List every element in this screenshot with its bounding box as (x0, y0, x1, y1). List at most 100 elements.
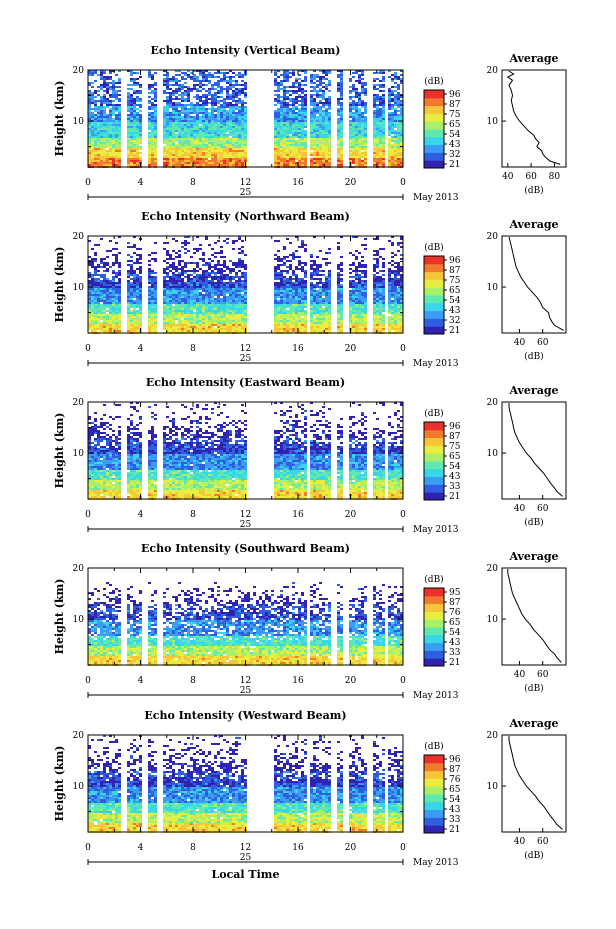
echo-cell (238, 160, 241, 162)
echo-cell (241, 148, 244, 150)
echo-cell (196, 106, 199, 108)
echo-cell (130, 120, 133, 122)
echo-cell (325, 156, 328, 158)
echo-cell (115, 248, 118, 250)
echo-cell (196, 162, 199, 164)
echo-cell (196, 114, 199, 116)
echo-cell (355, 152, 358, 154)
echo-cell (244, 292, 247, 294)
echo-cell (112, 278, 115, 280)
echo-cell (241, 146, 244, 148)
echo-cell (211, 284, 214, 286)
echo-cell (154, 106, 157, 108)
echo-cell (115, 96, 118, 98)
echo-cell (193, 130, 196, 132)
echo-cell (97, 270, 100, 272)
echo-cell (394, 102, 397, 104)
echo-cell (349, 298, 352, 300)
echo-cell (364, 82, 367, 84)
echo-cell (235, 162, 238, 164)
echo-cell (91, 296, 94, 298)
echo-cell (277, 272, 280, 274)
echo-cell (325, 296, 328, 298)
echo-cell (187, 154, 190, 156)
echo-cell (238, 136, 241, 138)
echo-cell (382, 134, 385, 136)
echo-cell (310, 272, 313, 274)
echo-cell (193, 292, 196, 294)
echo-cell (163, 270, 166, 272)
echo-cell (289, 254, 292, 256)
echo-cell (244, 160, 247, 162)
echo-cell (337, 284, 340, 286)
echo-cell (352, 288, 355, 290)
echo-cell (223, 274, 226, 276)
echo-cell (373, 126, 376, 128)
echo-cell (133, 100, 136, 102)
echo-cell (229, 292, 232, 294)
echo-cell (175, 278, 178, 280)
echo-cell (232, 292, 235, 294)
echo-cell (184, 120, 187, 122)
echo-cell (319, 112, 322, 114)
echo-cell (274, 136, 277, 138)
echo-cell (400, 266, 403, 268)
echo-cell (220, 278, 223, 280)
echo-cell (187, 250, 190, 252)
echo-cell (328, 158, 331, 160)
echo-cell (229, 154, 232, 156)
echo-cell (382, 164, 385, 166)
echo-cell (196, 288, 199, 290)
echo-cell (112, 94, 115, 96)
echo-cell (172, 250, 175, 252)
echo-cell (280, 118, 283, 120)
echo-cell (232, 278, 235, 280)
echo-cell (193, 88, 196, 90)
echo-cell (175, 286, 178, 288)
echo-cell (220, 282, 223, 284)
echo-cell (379, 286, 382, 288)
echo-cell (352, 140, 355, 142)
echo-cell (178, 250, 181, 252)
echo-cell (163, 136, 166, 138)
echo-cell (295, 296, 298, 298)
echo-cell (193, 140, 196, 142)
echo-cell (295, 256, 298, 258)
echo-cell (289, 158, 292, 160)
echo-cell (175, 156, 178, 158)
echo-cell (178, 120, 181, 122)
echo-cell (358, 92, 361, 94)
echo-cell (202, 156, 205, 158)
echo-cell (115, 74, 118, 76)
echo-cell (376, 136, 379, 138)
echo-cell (352, 298, 355, 300)
echo-cell (382, 144, 385, 146)
x-tick-label: 0 (400, 178, 406, 188)
echo-cell (388, 144, 391, 146)
echo-cell (151, 154, 154, 156)
echo-cell (151, 126, 154, 128)
echo-cell (181, 260, 184, 262)
echo-cell (394, 292, 397, 294)
echo-cell (286, 92, 289, 94)
echo-cell (295, 102, 298, 104)
average-unit: (dB) (524, 185, 543, 196)
echo-cell (388, 272, 391, 274)
echo-cell (136, 158, 139, 160)
echo-cell (211, 116, 214, 118)
echo-cell (181, 164, 184, 166)
echo-cell (316, 278, 319, 280)
echo-cell (397, 156, 400, 158)
echo-cell (172, 258, 175, 260)
echo-cell (301, 142, 304, 144)
echo-cell (118, 82, 121, 84)
echo-cell (394, 136, 397, 138)
echo-cell (286, 70, 289, 72)
echo-cell (388, 294, 391, 296)
echo-cell (325, 144, 328, 146)
echo-cell (388, 100, 391, 102)
echo-cell (181, 112, 184, 114)
echo-cell (103, 158, 106, 160)
echo-cell (187, 126, 190, 128)
echo-cell (361, 116, 364, 118)
